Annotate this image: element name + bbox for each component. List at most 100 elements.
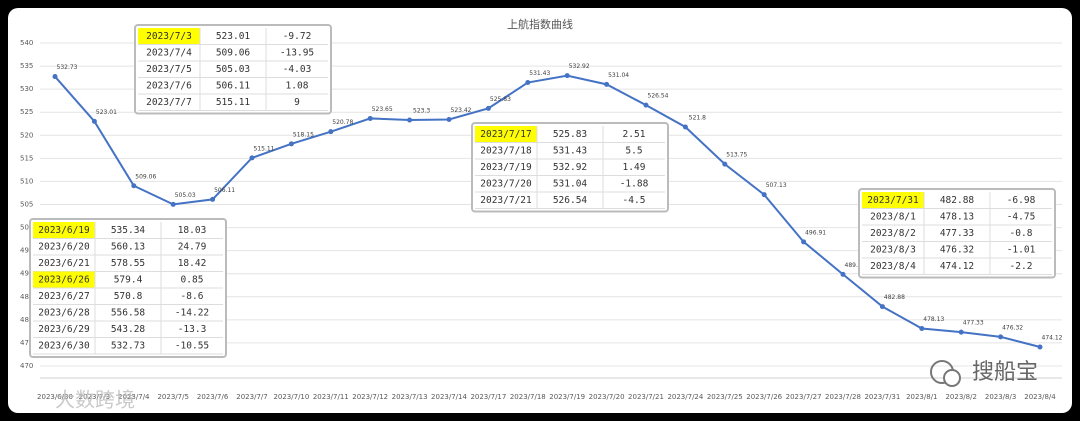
cell-change: -6.98 xyxy=(1007,195,1036,206)
highlight xyxy=(33,222,95,239)
cell-date: 2023/7/18 xyxy=(480,145,532,156)
cell-date: 2023/7/20 xyxy=(480,178,532,189)
cell-change: 5.5 xyxy=(625,145,642,156)
point xyxy=(1037,344,1043,350)
x-tick-label: 2023/7/31 xyxy=(864,393,900,401)
point xyxy=(958,329,964,335)
data-label: 509.06 xyxy=(135,173,156,180)
point xyxy=(879,304,885,310)
cell-value: 531.04 xyxy=(553,178,588,189)
cell-date: 2023/7/3 xyxy=(146,31,192,42)
x-tick-label: 2023/8/1 xyxy=(906,393,937,401)
watermark: 大数跨境 xyxy=(55,388,135,412)
x-tick-label: 2023/7/26 xyxy=(746,393,782,401)
cell-value: 478.13 xyxy=(940,211,974,222)
point xyxy=(131,183,137,189)
y-tick-label: 485 xyxy=(20,293,33,301)
x-tick-label: 2023/8/2 xyxy=(945,393,976,401)
data-label: 478.13 xyxy=(923,316,944,323)
table: 2023/7/31 482.88 -6.98 2023/8/1 478.13 -4.75 2… xyxy=(858,188,1056,279)
data-label: 520.78 xyxy=(332,119,353,126)
data-label: 506.11 xyxy=(214,187,235,194)
cell-date: 2023/7/7 xyxy=(146,97,192,108)
cell-value: 532.73 xyxy=(111,340,145,351)
cell-date: 2023/7/17 xyxy=(480,129,531,140)
x-tick-label: 2023/7/20 xyxy=(589,393,625,401)
cell-date: 2023/6/19 xyxy=(38,225,90,236)
cell-value: 570.8 xyxy=(114,291,143,302)
cell-change: 2.51 xyxy=(623,129,646,140)
point xyxy=(52,74,58,80)
cell-change: -9.72 xyxy=(283,31,312,42)
cell-change: -1.01 xyxy=(1007,244,1036,255)
data-label: 496.91 xyxy=(805,229,826,236)
point xyxy=(367,115,373,121)
data-label: 525.83 xyxy=(490,96,511,103)
y-tick-label: 525 xyxy=(20,108,33,116)
x-tick-label: 2023/7/18 xyxy=(510,393,546,401)
cell-value: 525.83 xyxy=(553,129,587,140)
cell-date: 2023/7/21 xyxy=(480,195,532,206)
cell-date: 2023/7/6 xyxy=(146,80,192,91)
cell-value: 476.32 xyxy=(940,244,974,255)
point xyxy=(761,192,767,198)
point xyxy=(328,129,334,135)
watermark: 搜船宝 xyxy=(972,360,1038,385)
cell-change: -4.75 xyxy=(1007,211,1036,222)
x-tick-label: 2023/7/7 xyxy=(236,393,267,401)
x-tick-label: 2023/7/3 xyxy=(79,393,110,401)
y-tick-label: 540 xyxy=(20,39,33,47)
x-tick-label: 2023/7/13 xyxy=(392,393,428,401)
y-tick-label: 480 xyxy=(20,316,33,324)
cell-change: -1.88 xyxy=(620,178,649,189)
point xyxy=(998,334,1004,340)
cell-value: 578.55 xyxy=(111,258,145,269)
cell-value: 532.92 xyxy=(553,162,587,173)
data-label: 531.43 xyxy=(529,70,550,77)
cell-value: 531.43 xyxy=(553,145,587,156)
x-tick-label: 2023/7/17 xyxy=(470,393,506,401)
point xyxy=(682,124,688,130)
x-tick-label: 2023/7/10 xyxy=(273,393,309,401)
cell-date: 2023/6/29 xyxy=(38,324,90,335)
cell-value: 560.13 xyxy=(111,241,145,252)
table: 2023/7/17 525.83 2.51 2023/7/18 531.43 5.5 202… xyxy=(471,122,669,213)
data-label: 523.3 xyxy=(413,108,430,115)
data-label: 523.01 xyxy=(96,109,117,116)
x-tick-label: 2023/7/28 xyxy=(825,393,861,401)
y-tick-label: 535 xyxy=(20,62,33,70)
cell-value: 523.01 xyxy=(216,31,251,42)
cell-date: 2023/6/28 xyxy=(38,307,90,318)
cell-value: 482.88 xyxy=(940,195,975,206)
data-label: 476.32 xyxy=(1002,324,1023,331)
cell-value: 579.4 xyxy=(114,274,143,285)
highlight xyxy=(862,192,924,209)
y-tick-label: 495 xyxy=(20,247,33,255)
x-tick-label: 2023/7/14 xyxy=(431,393,467,401)
data-label: 521.8 xyxy=(689,114,706,121)
cell-date: 2023/7/4 xyxy=(146,47,192,58)
point xyxy=(210,196,216,202)
x-tick-label: 2023/7/4 xyxy=(118,393,150,401)
y-tick-label: 475 xyxy=(20,339,33,347)
data-label: 531.04 xyxy=(608,72,629,79)
tables: 2023/7/3 523.01 -9.72 2023/7/4 509.06 -13.95 2… xyxy=(29,24,1056,358)
cell-change: -13.95 xyxy=(280,47,314,58)
data-label: 526.54 xyxy=(648,93,669,100)
grid: 470 475 480 485 490 495 500 505 510 515 520 525 530 5… xyxy=(20,39,1062,401)
cell-value: 477.33 xyxy=(940,228,974,239)
point xyxy=(840,271,846,277)
cell-change: -10.55 xyxy=(175,340,209,351)
y-tick-label: 470 xyxy=(20,362,33,370)
point xyxy=(170,201,176,207)
cell-value: 515.11 xyxy=(216,97,251,108)
point xyxy=(722,161,728,167)
cell-date: 2023/6/21 xyxy=(38,258,90,269)
cell-date: 2023/8/4 xyxy=(870,261,916,272)
cell-value: 535.34 xyxy=(111,225,146,236)
x-tick-label: 2023/7/11 xyxy=(313,393,349,401)
cell-change: -14.22 xyxy=(175,307,209,318)
point xyxy=(249,155,255,161)
